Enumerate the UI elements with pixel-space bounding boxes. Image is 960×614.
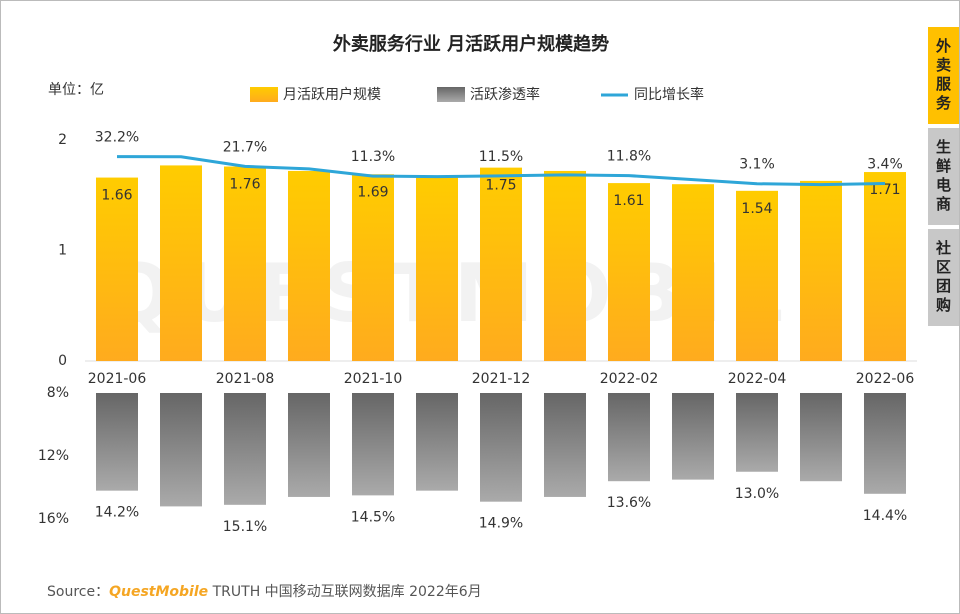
bar: [480, 167, 522, 361]
source-prefix: Source：: [47, 584, 110, 600]
bar: [96, 177, 138, 361]
x-tick-label: 2021-10: [344, 371, 403, 387]
bar: [864, 172, 906, 361]
bar: [736, 393, 778, 472]
bar-label: 14.5%: [351, 509, 395, 525]
line-label: 11.8%: [607, 149, 651, 165]
unit-label: 单位：亿: [48, 82, 104, 98]
bar-label: 1.61: [613, 193, 644, 209]
bar: [800, 180, 842, 361]
chart: QUESTMOBILE 外卖服务行业 月活跃用户规模趋势 单位：亿 0128%1…: [38, 33, 917, 535]
legend-swatch: [250, 87, 278, 102]
source-text: TRUTH 中国移动互联网数据库 2022年6月: [212, 584, 482, 600]
line-label: 11.3%: [351, 149, 395, 165]
bar: [864, 393, 906, 494]
x-tick-label: 2021-12: [472, 371, 531, 387]
line-label: 32.2%: [95, 130, 139, 146]
line: [116, 155, 886, 187]
tab[interactable]: 社区团购: [928, 229, 959, 326]
bar: [544, 393, 586, 497]
bar: [416, 393, 458, 491]
bar: [672, 393, 714, 480]
bar-label: 13.6%: [607, 495, 651, 511]
legend-label: 同比增长率: [634, 86, 704, 103]
bar: [224, 393, 266, 505]
bar: [288, 170, 330, 361]
line-label: 21.7%: [223, 139, 267, 155]
bar: [608, 393, 650, 482]
bar-label: 1.54: [741, 201, 772, 217]
x-tick-label: 2021-06: [88, 371, 147, 387]
y-tick-label: 0: [58, 353, 67, 369]
bar-label: 13.0%: [735, 486, 779, 502]
bar-label: 1.71: [869, 182, 900, 198]
y-tick-label: 1: [58, 243, 67, 259]
bar-label: 15.1%: [223, 519, 267, 535]
bar: [160, 393, 202, 507]
source: Source：QuestMobile TRUTH 中国移动互联网数据库 2022…: [47, 581, 482, 601]
x-tick-label: 2022-04: [728, 371, 787, 387]
bar: [544, 170, 586, 361]
bar-label: 14.9%: [479, 516, 523, 532]
tab[interactable]: 外卖服务: [928, 27, 959, 124]
bar-label: 14.2%: [95, 505, 139, 521]
bar-label: 14.4%: [863, 508, 907, 524]
y-tick-label: 12%: [38, 448, 69, 464]
bar-label: 1.76: [229, 177, 260, 193]
source-brand: QuestMobile: [109, 584, 209, 600]
x-tick-label: 2021-08: [216, 371, 275, 387]
bar-label: 1.75: [485, 178, 516, 194]
bar-label: 1.69: [357, 184, 388, 200]
y-tick-label: 2: [58, 132, 67, 148]
bar: [96, 393, 138, 491]
bar: [224, 166, 266, 361]
legend-swatch: [437, 87, 465, 102]
legend-label: 月活跃用户规模: [283, 86, 381, 103]
x-tick-label: 2022-06: [856, 371, 915, 387]
bar: [416, 177, 458, 361]
bar: [480, 393, 522, 502]
bar: [288, 393, 330, 497]
bar: [352, 393, 394, 496]
line-label: 11.5%: [479, 149, 523, 165]
bar: [608, 183, 650, 361]
bar: [160, 165, 202, 361]
legend-label: 活跃渗透率: [470, 86, 540, 103]
bar: [672, 184, 714, 361]
bar-label: 1.66: [101, 188, 132, 204]
y-tick-label: 8%: [47, 385, 69, 401]
line-label: 3.4%: [867, 156, 903, 172]
bar: [800, 393, 842, 482]
line-label: 3.1%: [739, 157, 775, 173]
chart-title: 外卖服务行业 月活跃用户规模趋势: [333, 33, 609, 55]
x-tick-label: 2022-02: [600, 371, 659, 387]
tab[interactable]: 生鲜电商: [928, 128, 959, 225]
y-tick-label: 16%: [38, 511, 69, 527]
bar: [352, 174, 394, 361]
bar: [736, 190, 778, 361]
